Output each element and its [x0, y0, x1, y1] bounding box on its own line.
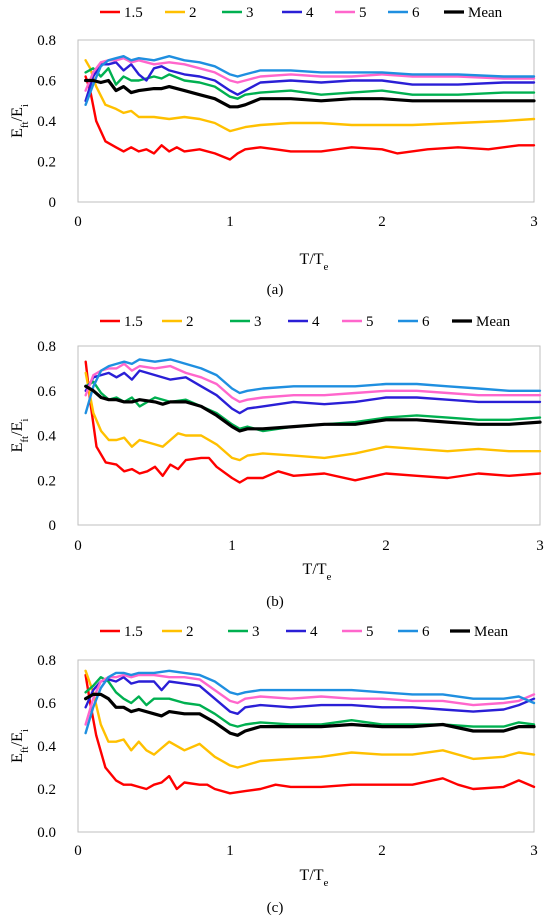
x-tick-label: 3: [530, 843, 538, 859]
x-tick-label: 2: [378, 843, 386, 859]
panel-caption: (b): [266, 594, 284, 610]
y-tick-label: 0.6: [37, 384, 56, 400]
y-tick-label: 0.8: [37, 653, 56, 669]
series-line-4: [84, 369, 542, 415]
series-line-2: [84, 669, 536, 769]
x-tick-label: 0: [74, 214, 82, 230]
legend-label: 1.5: [124, 314, 143, 330]
y-axis-title: Eft/Ei: [9, 729, 31, 763]
series-line-4: [84, 676, 536, 715]
series-line-6: [84, 669, 536, 735]
legend-label: 4: [310, 624, 318, 640]
plot-area: [77, 39, 535, 203]
y-tick-label: 0: [49, 195, 57, 211]
legend-label: Mean: [476, 314, 511, 330]
legend-label: 6: [412, 5, 420, 21]
series-line-Mean: [84, 78, 536, 109]
legend-label: 1.5: [124, 5, 143, 21]
series-line-6: [84, 55, 536, 106]
panel-caption: (a): [267, 282, 284, 298]
x-tick-label: 1: [228, 538, 236, 554]
series-line-6: [84, 358, 542, 415]
x-tick-label: 2: [378, 214, 386, 230]
legend-label: 5: [366, 624, 374, 640]
series-line-5: [84, 362, 542, 404]
series-line-3: [84, 676, 536, 728]
plot-area: [77, 659, 535, 833]
y-tick-label: 0.4: [37, 739, 56, 755]
legend-label: 3: [246, 5, 254, 21]
series-line-1-5: [84, 673, 536, 795]
y-axis-title: Eft/Ei: [9, 419, 31, 453]
y-tick-label: 0.0: [37, 825, 56, 841]
series-line-4: [84, 61, 536, 102]
y-axis-title: Eft/Ei: [9, 104, 31, 138]
x-axis-title: T/Te: [303, 561, 332, 583]
chart-panel-1: 0 0.2 0.4 0.6 0.8 0 1 2 3 T/Te Eft/Ei 1.5 2 3 4 5 6 Mean (…: [9, 5, 538, 298]
legend-label: 4: [306, 5, 314, 21]
panel-caption: (c): [267, 900, 284, 916]
y-tick-label: 0.4: [37, 114, 56, 130]
x-tick-label: 1: [226, 843, 234, 859]
series-line-1-5: [84, 75, 536, 161]
legend-label: 3: [254, 314, 262, 330]
x-tick-label: 0: [74, 538, 82, 554]
legend-label: 6: [422, 624, 430, 640]
legend-label: Mean: [474, 624, 509, 640]
legend-label: 6: [422, 314, 430, 330]
x-axis-title: T/Te: [300, 867, 329, 889]
legend-label: 4: [312, 314, 320, 330]
y-tick-label: 0.2: [37, 155, 56, 171]
y-tick-label: 0.6: [37, 74, 56, 90]
series-line-Mean: [84, 384, 542, 433]
legend-label: 1.5: [124, 624, 143, 640]
series-line-2: [84, 59, 536, 133]
x-tick-label: 1: [226, 214, 234, 230]
series-line-1-5: [84, 360, 542, 484]
legend-label: Mean: [468, 5, 503, 21]
plot-area: [77, 345, 541, 526]
legend-label: 2: [189, 5, 197, 21]
x-tick-label: 2: [382, 538, 390, 554]
y-tick-label: 0.4: [37, 429, 56, 445]
x-tick-label: 0: [74, 843, 82, 859]
y-tick-label: 0.8: [37, 339, 56, 355]
y-tick-label: 0.8: [37, 33, 56, 49]
x-tick-label: 3: [530, 214, 538, 230]
legend-label: 5: [359, 5, 367, 21]
y-tick-label: 0.6: [37, 696, 56, 712]
series-line-5: [84, 57, 536, 92]
chart-panel-3: 0.0 0.2 0.4 0.6 0.8 0 1 2 3 T/Te Eft/Ei 1.5 2 3 4 5 6 Mea…: [9, 624, 538, 916]
legend-label: 5: [366, 314, 374, 330]
legend-label: 3: [252, 624, 260, 640]
series-line-3: [84, 67, 536, 100]
x-tick-label: 3: [536, 538, 544, 554]
x-axis-title: T/Te: [300, 251, 329, 273]
legend-label: 2: [186, 314, 194, 330]
y-tick-label: 0: [49, 518, 57, 534]
series-line-5: [84, 673, 536, 726]
chart-panel-2: 0 0.2 0.4 0.6 0.8 0 1 2 3 T/Te Eft/Ei 1.5 2 3 4 5 6 Mean (…: [9, 314, 544, 610]
legend-label: 2: [186, 624, 194, 640]
y-tick-label: 0.2: [37, 782, 56, 798]
series-line-Mean: [84, 692, 536, 737]
series-line-2: [84, 371, 542, 462]
y-tick-label: 0.2: [37, 473, 56, 489]
